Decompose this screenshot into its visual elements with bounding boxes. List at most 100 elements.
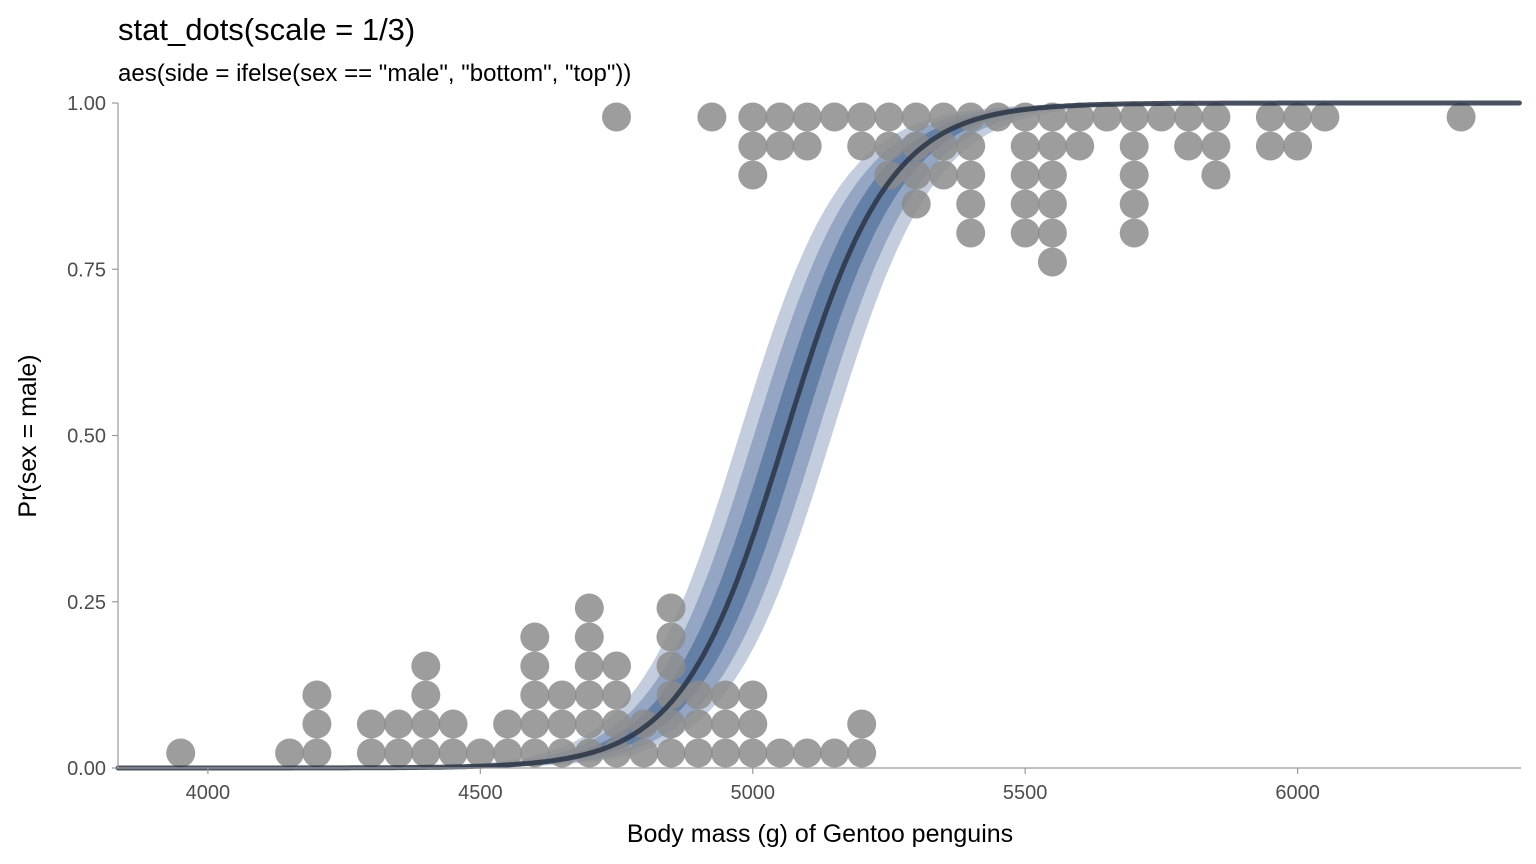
dot xyxy=(520,680,550,710)
dot xyxy=(929,102,958,132)
x-tick-label: 4000 xyxy=(186,782,231,804)
dot xyxy=(847,102,877,132)
dot xyxy=(901,160,931,190)
dot xyxy=(697,102,727,132)
dot xyxy=(792,102,822,132)
dot xyxy=(166,738,196,768)
dot xyxy=(602,102,631,132)
dot xyxy=(438,738,468,768)
dot xyxy=(1201,160,1231,190)
dot xyxy=(792,131,822,161)
dot xyxy=(1037,189,1067,219)
dot xyxy=(901,131,931,161)
dot xyxy=(983,102,1013,132)
y-axis-ticks: 0.00 0.25 0.50 0.75 1.00 xyxy=(67,93,118,780)
dot xyxy=(302,680,332,710)
dot xyxy=(738,709,768,739)
dot xyxy=(547,680,577,710)
dot xyxy=(1310,102,1340,132)
dot xyxy=(874,131,904,161)
dot xyxy=(384,738,414,768)
dot xyxy=(1201,131,1231,161)
dot xyxy=(820,738,849,768)
dot xyxy=(1037,131,1067,161)
dot xyxy=(956,131,986,161)
dot xyxy=(1119,218,1149,248)
dot xyxy=(656,709,686,739)
dot xyxy=(520,651,550,681)
dot xyxy=(683,680,713,710)
dot xyxy=(820,102,849,132)
dot xyxy=(711,738,740,768)
dot xyxy=(411,651,441,681)
dot xyxy=(711,709,740,739)
dot xyxy=(738,680,768,710)
dot xyxy=(656,651,686,681)
dot xyxy=(411,680,441,710)
dot xyxy=(1010,160,1040,190)
dot xyxy=(1119,102,1149,132)
dot xyxy=(1255,102,1285,132)
dot xyxy=(602,680,631,710)
dot xyxy=(929,131,958,161)
y-tick-label: 0.00 xyxy=(67,758,106,780)
dot xyxy=(683,738,713,768)
dot xyxy=(929,160,958,190)
dot xyxy=(765,102,795,132)
x-axis-title: Body mass (g) of Gentoo penguins xyxy=(627,820,1013,848)
dot xyxy=(465,738,495,768)
dot xyxy=(956,189,986,219)
dot xyxy=(302,738,332,768)
chart-subtitle: aes(side = ifelse(sex == "male", "bottom… xyxy=(118,60,631,87)
dot-columns xyxy=(166,102,1476,768)
interval-band-95 xyxy=(118,103,1521,768)
dot xyxy=(1174,102,1204,132)
dot xyxy=(574,651,604,681)
dot xyxy=(493,709,523,739)
dot xyxy=(356,709,386,739)
dot xyxy=(384,709,414,739)
dot xyxy=(956,218,986,248)
dot xyxy=(1283,131,1313,161)
dot xyxy=(520,709,550,739)
dot xyxy=(1010,218,1040,248)
dot xyxy=(520,622,550,652)
dot xyxy=(1010,131,1040,161)
dot xyxy=(574,709,604,739)
dot xyxy=(847,709,877,739)
dot xyxy=(602,651,631,681)
dot xyxy=(711,680,740,710)
dot xyxy=(1037,160,1067,190)
y-tick-label: 1.00 xyxy=(67,93,106,115)
y-tick-label: 0.50 xyxy=(67,426,106,448)
dot xyxy=(792,738,822,768)
dot xyxy=(765,131,795,161)
dot xyxy=(1119,131,1149,161)
dot xyxy=(1174,131,1204,161)
dot xyxy=(1255,131,1285,161)
x-tick-label: 5000 xyxy=(731,782,776,804)
dot xyxy=(411,738,441,768)
dot xyxy=(1446,102,1476,132)
dot xyxy=(847,131,877,161)
dot xyxy=(901,102,931,132)
dot xyxy=(602,709,631,739)
dot xyxy=(1092,102,1122,132)
dot xyxy=(1283,102,1313,132)
dot xyxy=(411,709,441,739)
dot xyxy=(738,102,768,132)
dot xyxy=(547,709,577,739)
dot xyxy=(738,160,768,190)
dot xyxy=(629,738,659,768)
dot xyxy=(874,102,904,132)
dot xyxy=(656,738,686,768)
x-axis-ticks: 4000 4500 5000 5500 6000 xyxy=(186,768,1320,804)
dot xyxy=(1065,102,1095,132)
dot xyxy=(275,738,305,768)
dot xyxy=(1119,189,1149,219)
dot xyxy=(656,680,686,710)
dot xyxy=(1065,131,1095,161)
dot xyxy=(765,738,795,768)
dot xyxy=(1037,218,1067,248)
